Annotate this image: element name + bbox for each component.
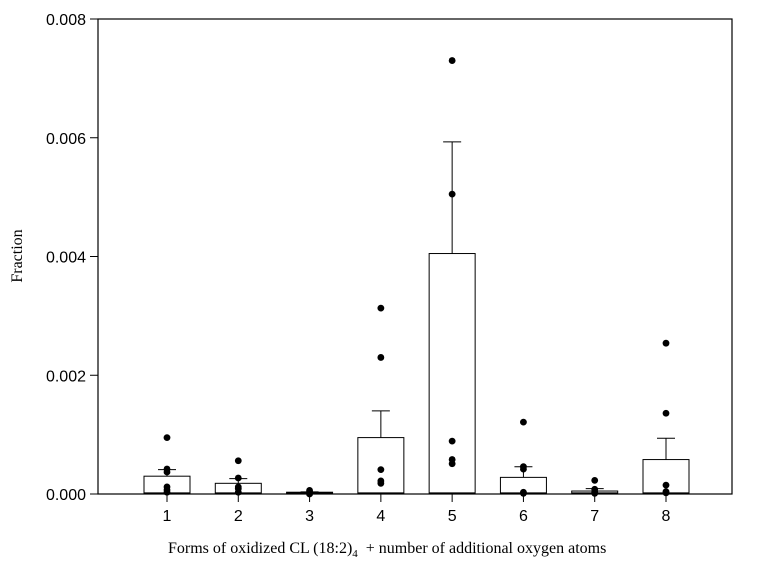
y-tick-label: 0.002 (46, 368, 86, 385)
bars-layer (143, 253, 690, 495)
x-axis-title-prefix: Forms of oxidized CL (18:2) (168, 540, 352, 557)
x-tick-label: 3 (305, 508, 314, 525)
plot-frame (97, 18, 733, 495)
data-point (377, 466, 385, 474)
data-point (662, 481, 670, 489)
data-point (520, 465, 527, 473)
x-tick-label: 1 (163, 508, 172, 525)
x-axis-title: Forms of oxidized CL (18:2)4 + number of… (168, 540, 606, 560)
data-point (377, 354, 385, 361)
data-point (377, 479, 385, 487)
data-point (163, 468, 171, 476)
data-points-layer (144, 57, 689, 498)
x-tick-label: 7 (590, 508, 599, 525)
x-tick-label: 2 (234, 508, 243, 525)
data-point (448, 57, 456, 64)
data-point (163, 434, 171, 441)
data-point (591, 476, 599, 484)
y-tick-label: 0.008 (46, 12, 86, 29)
x-tick-label: 6 (519, 508, 528, 525)
data-point (234, 457, 242, 465)
data-point (448, 437, 456, 445)
data-point (520, 418, 527, 426)
x-axis-title-suffix: + number of additional oxygen atoms (358, 540, 607, 557)
x-tick-label: 4 (376, 508, 385, 525)
data-point (662, 409, 670, 417)
x-tick-label: 8 (662, 508, 671, 525)
y-tick-label: 0.004 (46, 250, 86, 267)
y-tick-label: 0.006 (46, 131, 86, 148)
data-point (448, 190, 456, 198)
data-point (377, 304, 385, 312)
y-axis-title: Fraction (9, 229, 26, 282)
data-point (234, 474, 242, 482)
x-tick-label: 5 (448, 508, 457, 525)
y-axis-ticks: 0.000 0.002 0.004 0.006 0.008 (46, 12, 98, 504)
data-point (662, 339, 670, 347)
bar (428, 253, 476, 495)
x-axis-title-subscript: 4 (352, 548, 358, 560)
error-bars-layer (158, 141, 675, 493)
y-tick-label: 0.000 (46, 487, 86, 504)
x-axis-ticks: 1 2 3 4 5 6 7 8 (163, 494, 671, 525)
data-point (448, 460, 456, 468)
